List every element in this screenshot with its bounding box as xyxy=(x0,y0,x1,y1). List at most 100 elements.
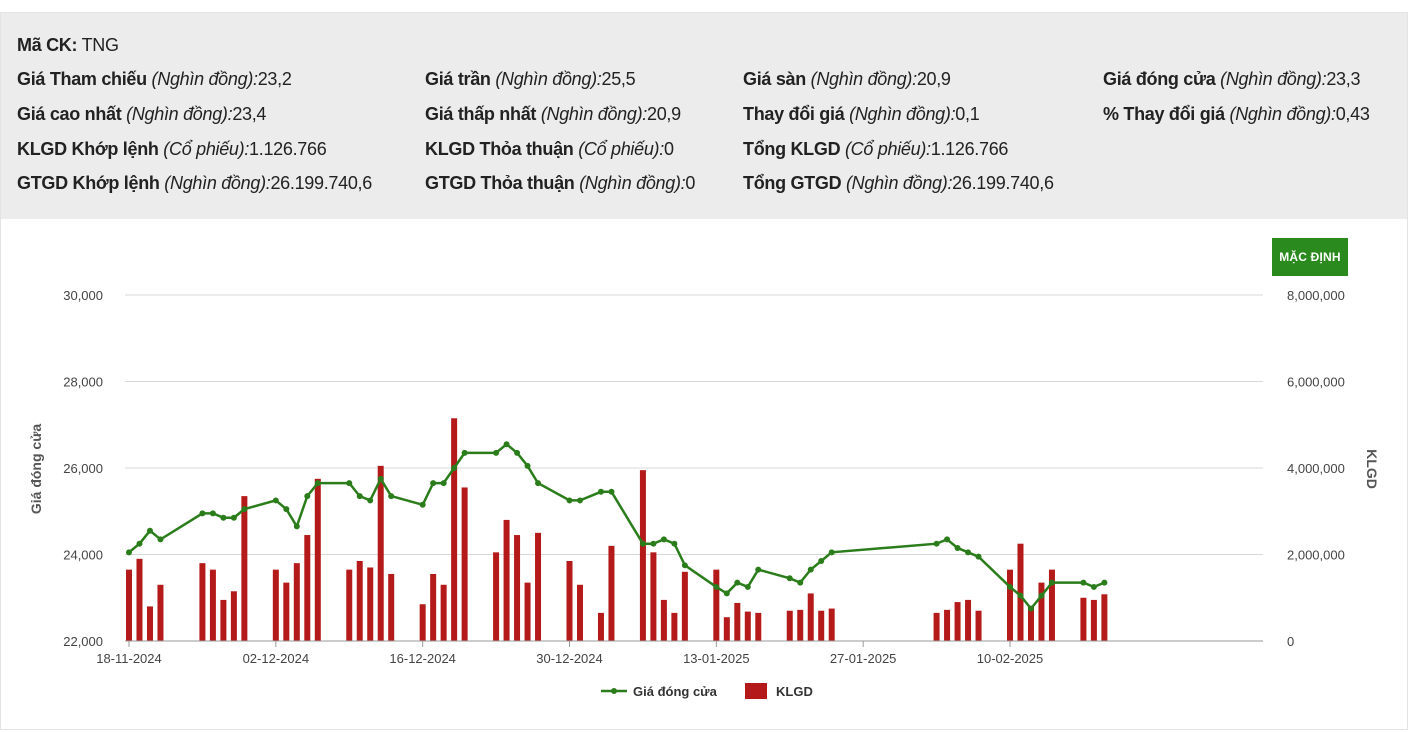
volume-bar xyxy=(744,611,751,641)
price-point xyxy=(209,510,216,517)
volume-bar xyxy=(199,563,206,641)
x-tick-label: 02-12-2024 xyxy=(243,651,310,666)
info-label: % Thay đổi giá xyxy=(1103,104,1225,124)
volume-bar xyxy=(272,569,279,641)
volume-bar xyxy=(713,569,720,641)
volume-bar xyxy=(283,582,290,641)
price-point xyxy=(944,536,951,543)
price-point xyxy=(713,583,720,590)
price-point xyxy=(524,462,531,469)
price-point xyxy=(126,549,132,556)
price-point xyxy=(230,514,237,521)
volume-bar xyxy=(136,558,143,641)
price-point xyxy=(157,536,164,543)
info-item: Giá trần (Nghìn đồng):25,5 xyxy=(425,69,636,90)
volume-bar xyxy=(356,560,363,641)
price-point xyxy=(797,579,804,586)
volume-bar xyxy=(1007,569,1013,641)
price-line xyxy=(126,441,1108,612)
info-label: Giá cao nhất xyxy=(17,104,122,124)
price-point xyxy=(451,465,458,471)
info-unit: (Nghìn đồng): xyxy=(579,173,686,193)
default-view-button[interactable]: MẶC ĐỊNH xyxy=(1272,238,1348,276)
price-point xyxy=(1048,579,1055,586)
info-item: Tổng KLGD (Cổ phiếu):1.126.766 xyxy=(743,139,1008,160)
volume-bar xyxy=(514,535,521,641)
info-unit: (Nghìn đồng): xyxy=(495,69,602,89)
volume-bars xyxy=(126,418,1108,641)
volume-bar xyxy=(1048,569,1055,641)
y-right-tick-label: 4,000,000 xyxy=(1287,461,1345,476)
info-unit: (Nghìn đồng): xyxy=(540,104,647,124)
volume-bar xyxy=(503,519,510,641)
y-left-tick-label: 28,000 xyxy=(63,375,103,390)
info-label: Giá đóng cửa xyxy=(1103,69,1216,89)
info-value: 0,43 xyxy=(1335,104,1370,124)
info-item: Giá Tham chiếu (Nghìn đồng):23,2 xyxy=(17,69,292,90)
info-label: Giá Tham chiếu xyxy=(17,69,147,89)
x-tick-label: 30-12-2024 xyxy=(536,651,603,666)
price-point xyxy=(1007,583,1013,590)
info-item: GTGD Thỏa thuận (Nghìn đồng):0 xyxy=(425,173,695,194)
price-point xyxy=(1101,579,1108,586)
info-label: GTGD Thỏa thuận xyxy=(425,173,575,193)
info-value: 23,4 xyxy=(232,104,267,124)
price-point xyxy=(419,501,426,508)
price-point xyxy=(723,590,730,597)
y-left-tick-label: 30,000 xyxy=(63,288,103,303)
volume-bar xyxy=(304,535,311,641)
price-point xyxy=(356,493,363,500)
info-item: GTGD Khớp lệnh (Nghìn đồng):26.199.740,6 xyxy=(17,173,372,194)
price-point xyxy=(828,549,835,556)
price-point xyxy=(786,575,793,582)
volume-bar xyxy=(493,552,500,641)
price-point xyxy=(660,536,667,543)
info-label: KLGD Khớp lệnh xyxy=(17,139,159,159)
volume-bar xyxy=(797,609,804,641)
info-value: 20,9 xyxy=(646,104,681,124)
volume-bar xyxy=(146,606,153,641)
price-point xyxy=(283,506,290,513)
price-point xyxy=(755,566,762,573)
info-unit: (Nghìn đồng): xyxy=(151,69,258,89)
price-point xyxy=(597,488,604,495)
info-value: 20,9 xyxy=(916,69,951,89)
price-point xyxy=(461,449,468,456)
x-tick-label: 10-02-2025 xyxy=(977,651,1044,666)
stock-code: Mã CK: TNG xyxy=(17,35,119,56)
price-point xyxy=(933,540,940,547)
price-point xyxy=(199,510,206,517)
info-value: 0 xyxy=(685,173,696,193)
price-point xyxy=(304,493,311,500)
info-item: Giá thấp nhất (Nghìn đồng):20,9 xyxy=(425,104,681,125)
price-point xyxy=(146,527,153,534)
info-label: Tổng KLGD xyxy=(743,139,841,159)
chart-legend: Giá đóng cửa KLGD xyxy=(601,683,813,699)
y-right-tick-label: 8,000,000 xyxy=(1287,288,1345,303)
volume-bar xyxy=(314,478,321,641)
info-unit: (Nghìn đồng): xyxy=(126,104,233,124)
info-value: 26.199.740,6 xyxy=(270,173,372,193)
volume-bar xyxy=(818,610,825,641)
price-point xyxy=(346,480,353,487)
x-tick-label: 27-01-2025 xyxy=(830,651,897,666)
price-point xyxy=(744,583,751,590)
price-point xyxy=(734,579,741,586)
price-point xyxy=(671,540,678,547)
info-value: 25,5 xyxy=(601,69,636,89)
price-point xyxy=(535,480,542,487)
volume-bar xyxy=(461,487,468,641)
price-point xyxy=(818,557,825,564)
volume-bar xyxy=(828,608,835,641)
price-point xyxy=(241,506,248,513)
volume-bar xyxy=(220,599,227,641)
volume-bar xyxy=(157,584,164,641)
volume-bar xyxy=(388,573,395,641)
info-value: 23,2 xyxy=(257,69,292,89)
price-volume-chart: 30,000 28,000 26,000 24,000 22,000 8,000,000… xyxy=(28,288,1380,699)
price-point xyxy=(608,488,615,495)
y-right-axis: 8,000,000 6,000,000 4,000,000 2,000,000 0 xyxy=(1287,288,1345,649)
y-right-axis-title: KLGD xyxy=(1364,449,1380,489)
price-point xyxy=(1038,592,1045,599)
stock-code-value: TNG xyxy=(81,35,119,55)
